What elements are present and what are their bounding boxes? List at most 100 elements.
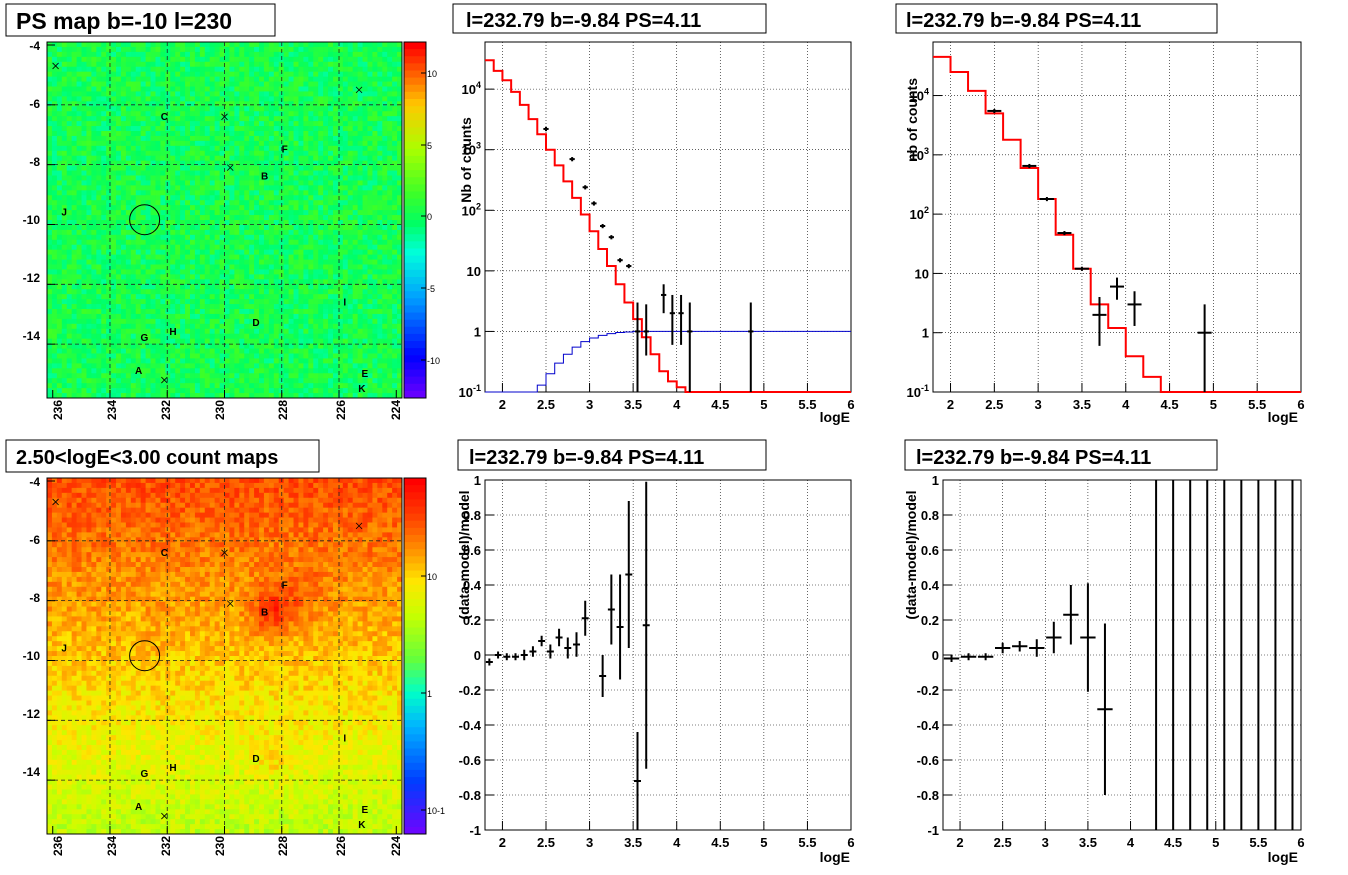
map-cell: [229, 121, 235, 127]
map-cell: [120, 363, 127, 369]
map-cell: [66, 299, 73, 305]
map-cell: [125, 373, 132, 379]
map-cell: [180, 313, 186, 320]
map-cell: [367, 96, 373, 102]
map-cell: [254, 299, 260, 305]
map-cell: [189, 220, 196, 226]
map-cell: [86, 224, 92, 231]
map-cell: [199, 46, 206, 53]
map-cell: [125, 210, 132, 216]
map-cell: [382, 323, 388, 330]
map-cell: [175, 190, 181, 196]
map-cell: [214, 61, 221, 68]
map-cell: [234, 313, 240, 320]
map-cell: [160, 131, 166, 137]
map-cell: [47, 81, 53, 87]
map-cell: [86, 239, 92, 246]
map-cell: [175, 264, 181, 270]
map-cell: [214, 338, 221, 345]
map-cell: [362, 333, 368, 340]
map-cell: [165, 309, 171, 315]
map-cell: [180, 111, 186, 117]
map-cell: [165, 86, 171, 92]
map-cell: [170, 205, 176, 211]
map-cell: [96, 86, 102, 92]
map-cell: [293, 244, 299, 251]
map-cell: [209, 313, 216, 320]
map-cell: [155, 86, 161, 92]
map-cell: [268, 363, 275, 369]
map-cell: [120, 254, 127, 261]
map-cell: [194, 205, 201, 211]
map-cell: [308, 269, 314, 275]
map-cell: [342, 140, 349, 147]
map-cell: [283, 175, 290, 181]
map-cell: [332, 160, 339, 167]
map-cell: [189, 51, 196, 58]
map-cell: [96, 289, 102, 295]
map-cell: [303, 121, 309, 127]
map-cell: [120, 358, 127, 364]
map-cell: [259, 96, 265, 102]
map-cell: [180, 229, 186, 236]
map-title: PS map b=-10 l=230: [16, 8, 232, 34]
map-cell: [180, 56, 186, 63]
map-cell: [125, 180, 132, 186]
map-cell: [313, 239, 319, 246]
map-cell: [273, 249, 280, 256]
map-cell: [175, 46, 181, 53]
map-cell: [308, 313, 314, 320]
map-cell: [387, 205, 393, 211]
map-cell: [140, 274, 147, 280]
map-cell: [392, 249, 398, 256]
map-cell: [298, 229, 304, 236]
map-cell: [323, 338, 329, 345]
map-cell: [357, 116, 364, 122]
map-cell: [372, 86, 378, 92]
map-cell: [347, 131, 354, 137]
map-cell: [96, 76, 102, 83]
map-cell: [120, 313, 127, 320]
map-cell: [263, 269, 270, 275]
map-cell: [377, 126, 383, 132]
map-cell: [204, 353, 211, 359]
map-cell: [189, 343, 196, 350]
map-cell: [352, 333, 359, 340]
map-cell: [51, 200, 58, 206]
map-cell: [101, 333, 107, 340]
map-cell: [165, 249, 171, 256]
map-cell: [150, 46, 156, 53]
map-cell: [239, 56, 245, 63]
map-cell: [318, 313, 324, 320]
map-cell: [397, 284, 403, 290]
map-cell: [372, 284, 378, 290]
map-cell: [135, 180, 142, 186]
map-cell: [254, 254, 260, 261]
map-cell: [308, 111, 314, 117]
map-cell: [273, 86, 280, 92]
map-cell: [81, 299, 87, 305]
map-cell: [214, 106, 221, 112]
map-cell: [249, 190, 255, 196]
map-cell: [347, 368, 354, 374]
map-cell: [66, 378, 73, 384]
map-cell: [259, 294, 265, 300]
map-cell: [342, 116, 349, 122]
map-cell: [71, 91, 78, 97]
map-cell: [140, 76, 147, 83]
map-cell: [362, 284, 368, 290]
map-cell: [56, 378, 63, 384]
map-cell: [86, 373, 92, 379]
map-cell: [367, 86, 373, 92]
map-cell: [254, 318, 260, 325]
map-cell: [293, 145, 299, 152]
map-cell: [204, 121, 211, 127]
map-cell: [125, 145, 132, 152]
map-cell: [347, 160, 354, 167]
map-cell: [125, 185, 132, 191]
map-cell: [352, 101, 359, 107]
map-cell: [239, 51, 245, 58]
map-cell: [180, 299, 186, 305]
map-cell: [377, 71, 383, 78]
map-cell: [313, 210, 319, 216]
